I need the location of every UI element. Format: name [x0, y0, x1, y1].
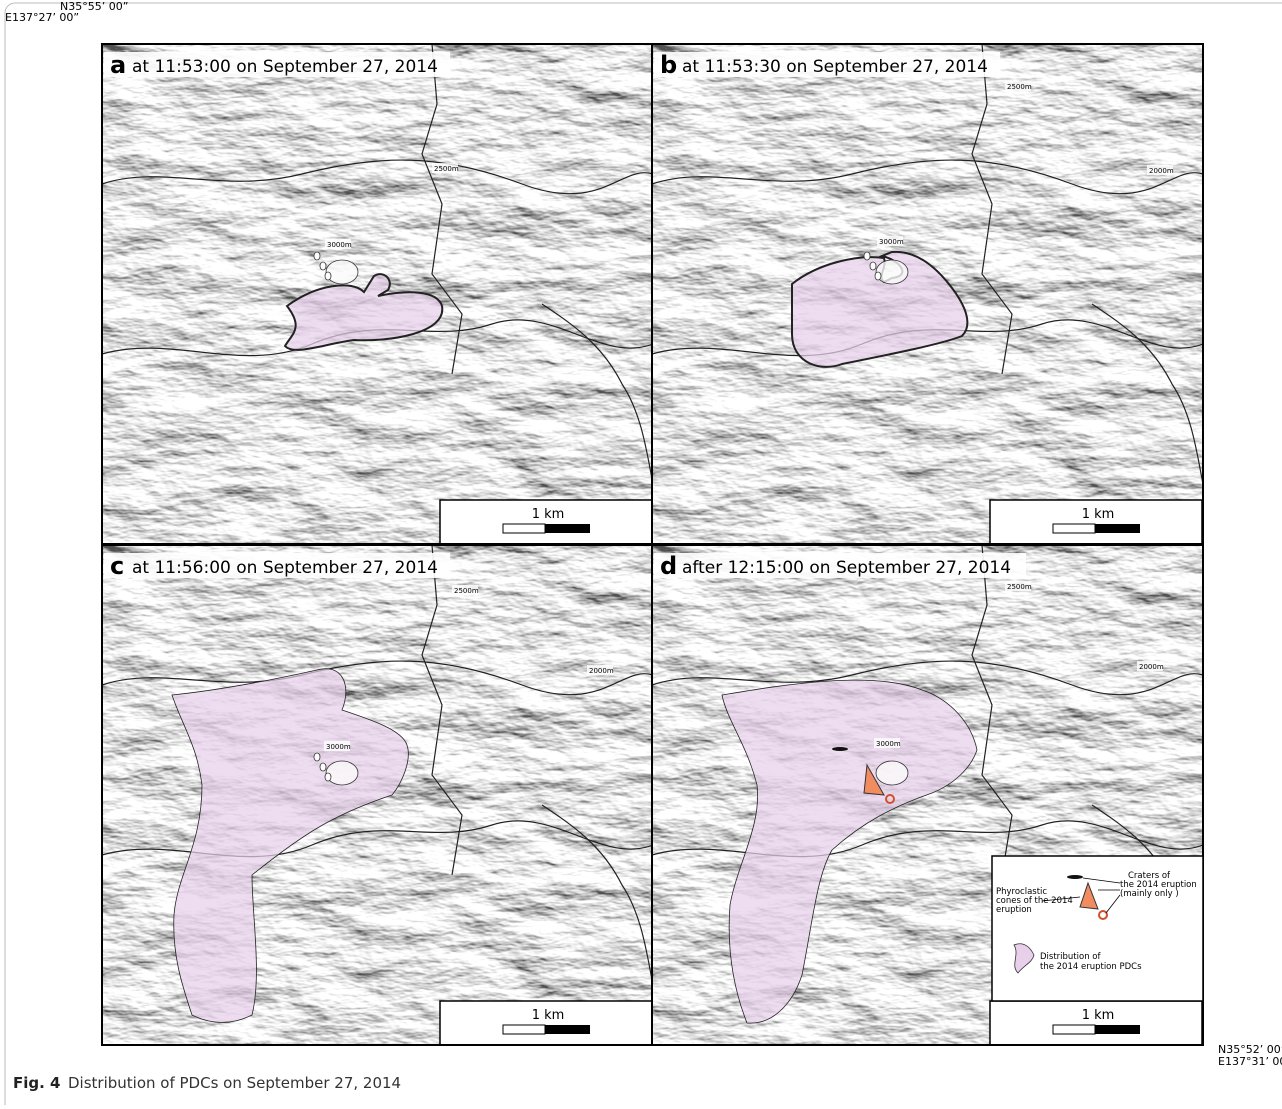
contour-label: 2500m: [1007, 83, 1032, 91]
crater: [325, 272, 331, 280]
crater: [320, 262, 326, 270]
scale-bar-white: [503, 1025, 545, 1034]
scale-label: 1 km: [1082, 507, 1115, 522]
summit-crater: [326, 761, 358, 785]
figure: N35°55’ 00” E137°27’ 00” N35°52’ 00” E13…: [0, 0, 1282, 1105]
contour-label: 2000m: [1139, 663, 1164, 671]
scale-label: 1 km: [532, 1008, 565, 1023]
summit-crater: [876, 260, 908, 284]
scale-label: 1 km: [532, 507, 565, 522]
scale-bar-black: [1095, 524, 1140, 533]
caption-label: Fig. 4: [13, 1074, 60, 1092]
legend-crater: [1067, 875, 1083, 879]
panel-letter: b: [660, 51, 677, 79]
panel-letter: d: [660, 552, 677, 580]
caption-text: Distribution of PDCs on September 27, 20…: [68, 1074, 401, 1092]
crater: [314, 252, 320, 260]
bottom-lon: E137°31’ 00”: [1218, 1055, 1282, 1068]
top-lon: E137°27’ 00”: [5, 11, 79, 24]
page: N35°55’ 00” E137°27’ 00” N35°52’ 00” E13…: [0, 0, 1282, 1105]
crater: [864, 252, 870, 260]
crater: [325, 773, 331, 781]
scale-bar-white: [1053, 1025, 1095, 1034]
contour-label: 2000m: [1149, 167, 1174, 175]
crater: [832, 747, 848, 751]
contour-label: 2500m: [434, 165, 459, 173]
scale-bar-black: [1095, 1025, 1140, 1034]
crater: [870, 262, 876, 270]
panel-letter: a: [110, 51, 126, 79]
panel-title: at 11:56:00 on September 27, 2014: [132, 558, 438, 578]
legend-cones: eruption: [996, 905, 1032, 915]
scale-label: 1 km: [1082, 1008, 1115, 1023]
legend-pdcs: Distribution of: [1040, 952, 1101, 962]
contour-label: 2500m: [454, 587, 479, 595]
contour-label: 2000m: [589, 667, 614, 675]
contour-label: 3000m: [327, 241, 352, 249]
crater: [320, 763, 326, 771]
panel-title: at 11:53:00 on September 27, 2014: [132, 57, 438, 77]
crater: [314, 753, 320, 761]
contour-label: 2500m: [1007, 583, 1032, 591]
map-panel: 2500m 2000m 3000m c at 11:56:00 on September…: [102, 545, 653, 1045]
crater: [875, 272, 881, 280]
summit-crater: [876, 761, 908, 785]
scale-bar-black: [545, 524, 590, 533]
panel-title: after 12:15:00 on September 27, 2014: [682, 558, 1011, 578]
scale-bar-white: [503, 524, 545, 533]
panel-title: at 11:53:30 on September 27, 2014: [682, 57, 988, 77]
contour-label: 3000m: [326, 743, 351, 751]
contour-label: 3000m: [876, 740, 901, 748]
legend-box: [992, 856, 1203, 1001]
scale-bar-black: [545, 1025, 590, 1034]
scale-bar-white: [1053, 524, 1095, 533]
contour-label: 3000m: [879, 238, 904, 246]
legend-craters: (mainly only ): [1120, 889, 1179, 899]
map-panel: 2500m 3000m a at 11:53:00 on September 27, …: [102, 44, 653, 544]
summit-crater: [326, 260, 358, 284]
legend-pdcs: the 2014 eruption PDCs: [1040, 962, 1142, 972]
panel-letter: c: [110, 552, 124, 580]
